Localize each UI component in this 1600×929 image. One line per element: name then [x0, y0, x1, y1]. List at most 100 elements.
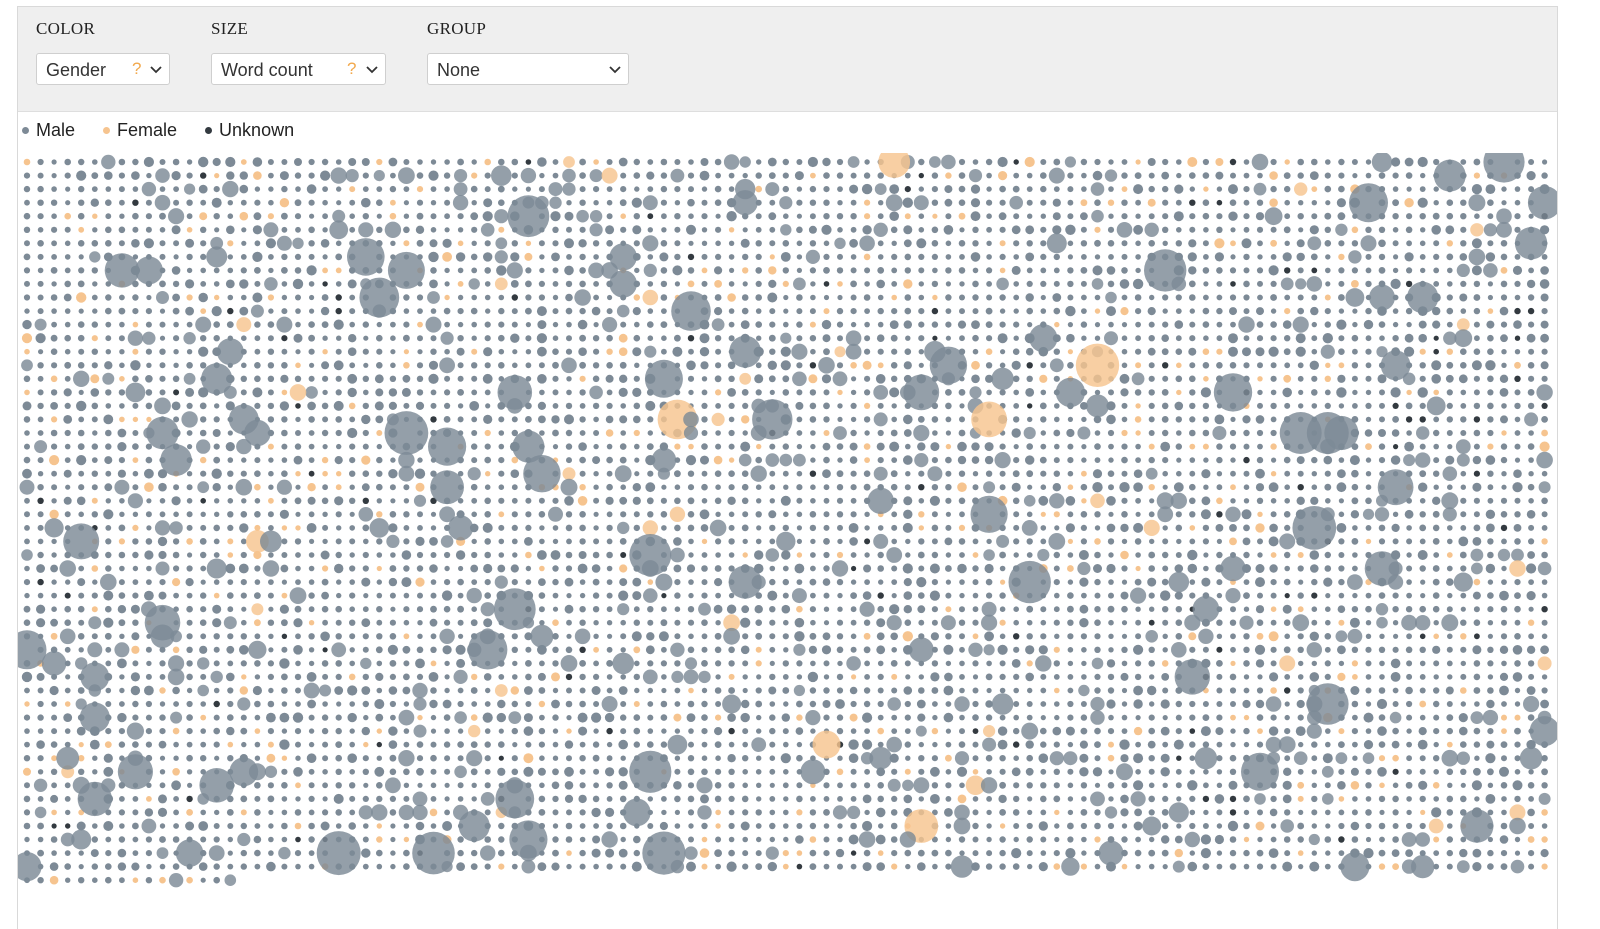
character-dot[interactable]: [1540, 293, 1549, 302]
character-dot[interactable]: [105, 199, 112, 206]
character-dot[interactable]: [1040, 253, 1047, 260]
character-dot[interactable]: [156, 291, 169, 304]
character-dot[interactable]: [864, 281, 870, 287]
character-dot[interactable]: [1501, 430, 1507, 436]
character-dot[interactable]: [1189, 213, 1196, 220]
character-dot[interactable]: [863, 253, 871, 261]
character-dot[interactable]: [593, 525, 599, 531]
character-dot[interactable]: [796, 538, 803, 544]
character-dot[interactable]: [620, 728, 627, 735]
character-dot[interactable]: [728, 484, 735, 491]
character-dot[interactable]: [1501, 200, 1507, 206]
character-dot[interactable]: [620, 552, 627, 558]
character-dot[interactable]: [1514, 457, 1521, 463]
character-dot[interactable]: [983, 481, 996, 494]
character-dot[interactable]: [1324, 172, 1331, 179]
character-dot[interactable]: [1189, 755, 1196, 761]
character-dot[interactable]: [186, 646, 193, 653]
character-dot[interactable]: [1065, 305, 1076, 317]
character-dot[interactable]: [200, 362, 207, 369]
character-dot[interactable]: [903, 455, 913, 465]
character-dot[interactable]: [985, 158, 993, 166]
character-dot[interactable]: [1528, 498, 1534, 504]
character-dot[interactable]: [63, 293, 72, 302]
character-dot[interactable]: [1079, 753, 1089, 763]
character-dot[interactable]: [267, 348, 275, 355]
character-dot[interactable]: [1487, 497, 1494, 504]
character-dot[interactable]: [1338, 267, 1345, 274]
character-dot[interactable]: [687, 755, 695, 762]
character-dot[interactable]: [241, 227, 247, 233]
character-dot[interactable]: [1162, 687, 1169, 694]
character-dot[interactable]: [1094, 646, 1101, 653]
character-dot[interactable]: [281, 755, 288, 761]
character-dot[interactable]: [687, 700, 695, 708]
character-dot[interactable]: [118, 592, 126, 599]
character-dot[interactable]: [876, 279, 885, 289]
character-dot[interactable]: [1378, 429, 1386, 437]
character-dot[interactable]: [484, 267, 492, 274]
character-dot[interactable]: [1026, 443, 1033, 450]
character-dot[interactable]: [1149, 701, 1155, 707]
character-dot[interactable]: [1054, 321, 1060, 328]
character-dot[interactable]: [1270, 402, 1277, 410]
character-dot[interactable]: [1311, 592, 1318, 599]
character-dot[interactable]: [1094, 322, 1101, 328]
character-dot[interactable]: [1460, 525, 1467, 531]
character-dot[interactable]: [620, 403, 626, 409]
character-dot[interactable]: [119, 376, 125, 382]
character-dot[interactable]: [267, 321, 275, 328]
character-dot[interactable]: [932, 335, 938, 341]
character-dot[interactable]: [1243, 186, 1250, 193]
character-dot[interactable]: [309, 362, 315, 368]
character-dot[interactable]: [1270, 552, 1277, 558]
character-dot[interactable]: [929, 563, 940, 574]
character-dot[interactable]: [361, 414, 371, 425]
character-dot[interactable]: [742, 253, 749, 261]
character-dot[interactable]: [1513, 524, 1522, 532]
character-dot[interactable]: [1284, 213, 1291, 220]
character-dot[interactable]: [1365, 484, 1372, 491]
character-dot[interactable]: [538, 294, 546, 301]
character-dot[interactable]: [1053, 646, 1060, 653]
character-dot[interactable]: [1352, 348, 1358, 355]
character-dot[interactable]: [633, 158, 640, 166]
character-dot[interactable]: [592, 606, 600, 613]
character-dot[interactable]: [1230, 321, 1236, 328]
character-dot[interactable]: [848, 739, 859, 750]
character-dot[interactable]: [1514, 213, 1521, 220]
character-dot[interactable]: [308, 714, 315, 721]
character-dot[interactable]: [1460, 199, 1467, 206]
character-dot[interactable]: [904, 660, 911, 667]
character-dot[interactable]: [213, 687, 220, 694]
character-dot[interactable]: [836, 673, 844, 681]
character-dot[interactable]: [376, 186, 383, 192]
character-dot[interactable]: [388, 686, 398, 695]
character-dot[interactable]: [24, 741, 30, 748]
character-dot[interactable]: [796, 782, 803, 789]
character-dot[interactable]: [349, 728, 355, 734]
character-dot[interactable]: [701, 267, 708, 274]
character-dot[interactable]: [1257, 280, 1263, 287]
character-dot[interactable]: [891, 647, 897, 653]
character-dot[interactable]: [1013, 281, 1019, 287]
character-dot[interactable]: [1160, 699, 1170, 709]
character-dot[interactable]: [1270, 308, 1277, 314]
character-dot[interactable]: [210, 236, 224, 250]
character-dot[interactable]: [64, 267, 71, 274]
character-dot[interactable]: [64, 457, 71, 463]
character-dot[interactable]: [728, 335, 735, 342]
character-dot[interactable]: [1270, 416, 1277, 423]
character-dot[interactable]: [850, 429, 857, 437]
character-dot[interactable]: [647, 660, 654, 667]
character-dot[interactable]: [49, 455, 60, 466]
character-dot[interactable]: [1120, 754, 1129, 763]
character-dot[interactable]: [403, 334, 410, 342]
character-dot[interactable]: [347, 753, 358, 763]
character-dot[interactable]: [403, 525, 410, 531]
character-dot[interactable]: [294, 158, 302, 166]
character-dot[interactable]: [132, 294, 139, 301]
character-dot[interactable]: [322, 755, 329, 762]
character-dot[interactable]: [227, 430, 233, 436]
character-dot[interactable]: [51, 728, 58, 735]
